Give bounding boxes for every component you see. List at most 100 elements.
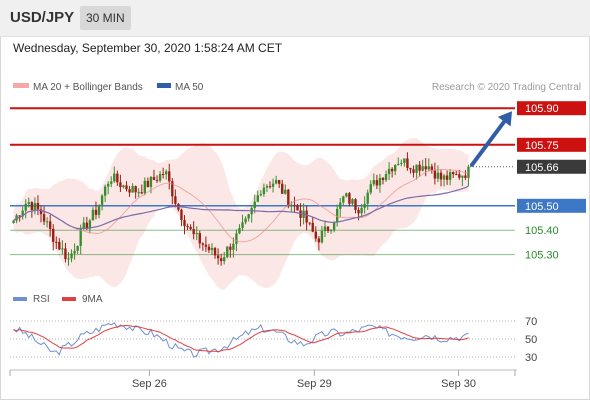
candle-body — [103, 186, 107, 196]
candle-body — [299, 210, 302, 218]
candle-body — [183, 220, 186, 227]
level-label-resistance: 105.75 — [525, 140, 559, 152]
candle-body — [164, 171, 168, 175]
candle-body — [207, 246, 211, 251]
candle-body — [67, 258, 70, 260]
candle-body — [161, 173, 165, 175]
candle-body — [256, 195, 259, 202]
candle-body — [88, 220, 92, 229]
rsi-tick-label: 30 — [525, 352, 537, 364]
candle-body — [149, 177, 153, 188]
candle-body — [12, 220, 15, 223]
candle-body — [424, 166, 427, 170]
candle-body — [21, 210, 24, 217]
candle-body — [412, 169, 415, 173]
candle-body — [387, 168, 391, 175]
candle-body — [305, 210, 308, 223]
level-label-pivot: 105.50 — [525, 201, 559, 213]
candle-body — [55, 241, 58, 243]
candle-body — [33, 203, 37, 211]
rsi-legend-label: RSI — [33, 294, 50, 305]
candle-body — [455, 174, 458, 176]
candle-body — [366, 192, 369, 204]
candle-body — [259, 194, 263, 196]
candle-body — [311, 222, 314, 232]
candle-body — [403, 158, 406, 163]
support-level-label: 105.40 — [525, 225, 559, 237]
candle-body — [232, 243, 235, 250]
price-level-labels: 105.90 105.75 105.66 105.50 105.40 105.30 — [517, 101, 586, 262]
candle-body — [265, 186, 269, 188]
candle-body — [427, 166, 430, 170]
candle-body — [332, 222, 336, 231]
level-label-box-target — [517, 101, 586, 116]
candle-body — [287, 189, 290, 206]
candle-body — [430, 166, 434, 171]
candle-body — [131, 186, 134, 193]
level-label-box-last — [517, 159, 586, 174]
level-label-target: 105.90 — [525, 103, 559, 115]
candle-body — [18, 215, 21, 217]
candle-body — [329, 230, 333, 232]
candle-body — [390, 168, 394, 172]
bollinger-band-area — [13, 138, 469, 291]
candle-body — [61, 248, 64, 250]
timeframe-button[interactable]: 30 MIN — [80, 6, 131, 30]
candle-body — [219, 258, 223, 262]
candle-body — [73, 250, 76, 254]
candle-body — [372, 180, 376, 185]
candle-body — [268, 186, 272, 188]
candle-body — [42, 214, 46, 222]
x-tick-label: Sep 26 — [132, 378, 167, 390]
candle-body — [45, 221, 49, 223]
candle-body — [110, 181, 113, 184]
candle-body — [452, 172, 455, 175]
candle-body — [375, 180, 379, 186]
candle-body — [76, 245, 79, 251]
candle-body — [64, 248, 67, 260]
candle-body — [262, 187, 266, 195]
candle-body — [342, 196, 345, 203]
x-tick-label: Sep 29 — [297, 378, 332, 390]
candle-body — [85, 222, 89, 229]
candle-body — [223, 257, 226, 262]
candle-body — [192, 229, 195, 235]
candle-body — [106, 183, 110, 187]
candle-body — [274, 180, 278, 184]
candle-body — [198, 233, 201, 244]
candle-body — [52, 228, 55, 242]
chart-header: USD/JPY 30 MIN — [0, 0, 590, 37]
candle-body — [189, 226, 192, 230]
candle-body — [290, 204, 293, 206]
candle-body — [247, 214, 250, 219]
candle-body — [238, 227, 241, 234]
candle-body — [433, 170, 437, 179]
level-label-last: 105.66 — [525, 162, 559, 174]
trend-arrow-line — [470, 115, 510, 167]
candle-body — [97, 204, 101, 215]
candle-body — [226, 246, 229, 258]
candle-body — [284, 189, 287, 194]
candle-body — [369, 184, 372, 193]
candle-body — [229, 246, 232, 250]
candle-body — [378, 177, 382, 186]
ma50-legend-label: MA 50 — [175, 82, 204, 93]
ma20-legend-label: MA 20 + Bollinger Bands — [33, 82, 143, 93]
candle-body — [351, 199, 354, 204]
candle-body — [418, 164, 421, 171]
candle-body — [186, 226, 189, 228]
candle-body — [296, 205, 299, 211]
candlesticks — [12, 152, 470, 266]
candle-body — [168, 171, 171, 182]
candle-body — [30, 202, 34, 211]
candle-body — [354, 199, 357, 210]
candle-body — [140, 192, 143, 194]
candle-body — [326, 226, 330, 231]
candle-body — [409, 168, 412, 170]
candle-body — [216, 255, 220, 259]
candle-body — [308, 222, 311, 224]
candle-body — [48, 221, 52, 229]
candle-body — [393, 165, 397, 172]
moving-averages — [13, 168, 469, 243]
candle-body — [213, 247, 217, 256]
